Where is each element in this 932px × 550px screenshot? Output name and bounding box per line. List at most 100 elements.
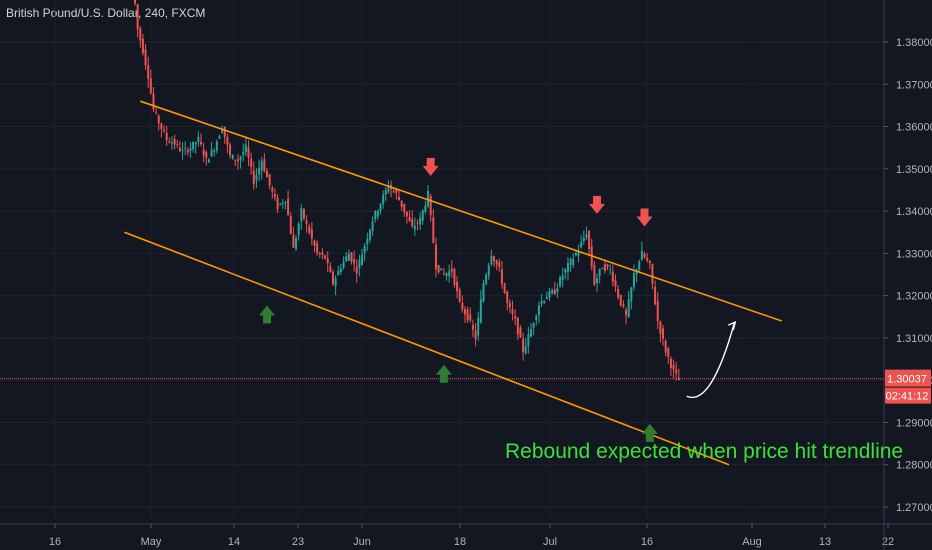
arrow-up-icon xyxy=(259,305,275,324)
candle-body xyxy=(503,283,506,293)
candle-body xyxy=(601,268,604,270)
candle-body xyxy=(675,369,678,374)
candle-body xyxy=(561,275,564,281)
candle-body xyxy=(213,150,216,152)
candle-body xyxy=(469,314,472,321)
candle-body xyxy=(192,141,195,150)
candle-body xyxy=(152,93,155,110)
candle-body xyxy=(163,129,166,131)
candle-body xyxy=(165,132,168,140)
candle-body xyxy=(506,291,509,304)
candle-body xyxy=(625,309,628,316)
candle-body xyxy=(234,159,237,161)
candle-body xyxy=(144,49,147,66)
candle-body xyxy=(207,159,210,163)
candle-body xyxy=(210,149,213,156)
candle-body xyxy=(392,191,395,193)
candle-body xyxy=(258,167,261,175)
candle-body xyxy=(585,234,588,238)
candle-body xyxy=(329,266,332,273)
candle-body xyxy=(149,78,152,94)
trendline-lower xyxy=(124,231,730,466)
candle-body xyxy=(527,334,530,347)
candle-body xyxy=(582,237,585,242)
countdown-value: 02:41:12 xyxy=(886,391,929,403)
candle-body xyxy=(181,150,184,152)
rebound-curve-line xyxy=(686,322,735,399)
candle-body xyxy=(543,301,546,303)
candle-body xyxy=(617,288,620,298)
candle-body xyxy=(347,253,350,261)
candle-body xyxy=(553,289,556,295)
x-tick-label: Jun xyxy=(353,536,371,548)
candle-body xyxy=(464,309,466,315)
candle-body xyxy=(324,255,327,259)
candle-body xyxy=(405,211,408,217)
candle-body xyxy=(155,111,158,113)
candle-body xyxy=(659,321,662,334)
candle-body xyxy=(456,281,459,292)
candle-body xyxy=(355,266,358,274)
rebound-arrowhead-icon xyxy=(728,320,737,331)
candle-body xyxy=(619,294,622,306)
candle-body xyxy=(416,222,419,224)
candle-body xyxy=(276,197,279,210)
candle-body xyxy=(640,250,643,261)
candle-body xyxy=(511,309,514,314)
candle-body xyxy=(419,217,422,225)
candle-body xyxy=(672,364,675,370)
candle-body xyxy=(316,243,319,253)
candle-body xyxy=(260,161,263,171)
candle-body xyxy=(266,170,268,178)
arrow-down-icon xyxy=(589,195,605,214)
x-tick-label: 22 xyxy=(882,536,894,548)
candle-body xyxy=(545,297,548,300)
candle-body xyxy=(281,202,284,205)
candle-body xyxy=(361,254,364,266)
candle-body xyxy=(239,156,242,161)
candle-body xyxy=(524,345,527,354)
candle-body xyxy=(442,273,445,275)
candle-body xyxy=(263,159,266,172)
candle-body xyxy=(580,241,583,248)
candle-body xyxy=(614,280,617,287)
candle-body xyxy=(366,238,369,245)
y-tick-label: 1.27000 xyxy=(896,502,932,514)
candle-body xyxy=(321,252,324,255)
candle-body xyxy=(363,245,366,253)
candle-body xyxy=(622,304,625,307)
signal-markers xyxy=(259,157,658,442)
candle-body xyxy=(569,258,572,265)
candle-body xyxy=(487,265,490,276)
candle-body xyxy=(302,209,305,219)
annotation-text: Rebound expected when price hit trendlin… xyxy=(505,440,903,463)
candle-body xyxy=(474,330,477,340)
candle-body xyxy=(202,149,205,156)
candle-body xyxy=(648,260,651,264)
y-tick-label: 1.36000 xyxy=(896,122,932,134)
candle-body xyxy=(611,271,614,282)
candle-body xyxy=(530,329,532,337)
candle-body xyxy=(654,286,657,305)
candle-body xyxy=(651,263,654,284)
candle-body xyxy=(437,265,440,273)
candle-body xyxy=(337,270,340,276)
candle-body xyxy=(450,268,453,272)
candle-body xyxy=(609,269,612,271)
candle-body xyxy=(598,268,601,276)
current-price-value: 1.30037 xyxy=(887,374,927,386)
candle-body xyxy=(677,377,680,381)
candle-body xyxy=(448,271,451,277)
candle-body xyxy=(596,277,598,284)
candle-body xyxy=(500,269,503,284)
candle-body xyxy=(556,288,559,292)
candle-body xyxy=(516,317,519,335)
candle-body xyxy=(271,187,274,192)
candle-body xyxy=(574,252,577,256)
candle-body xyxy=(160,123,163,129)
candle-body xyxy=(371,221,374,231)
candle-body xyxy=(664,341,667,353)
candle-body xyxy=(350,252,353,262)
candle-body xyxy=(461,302,464,310)
